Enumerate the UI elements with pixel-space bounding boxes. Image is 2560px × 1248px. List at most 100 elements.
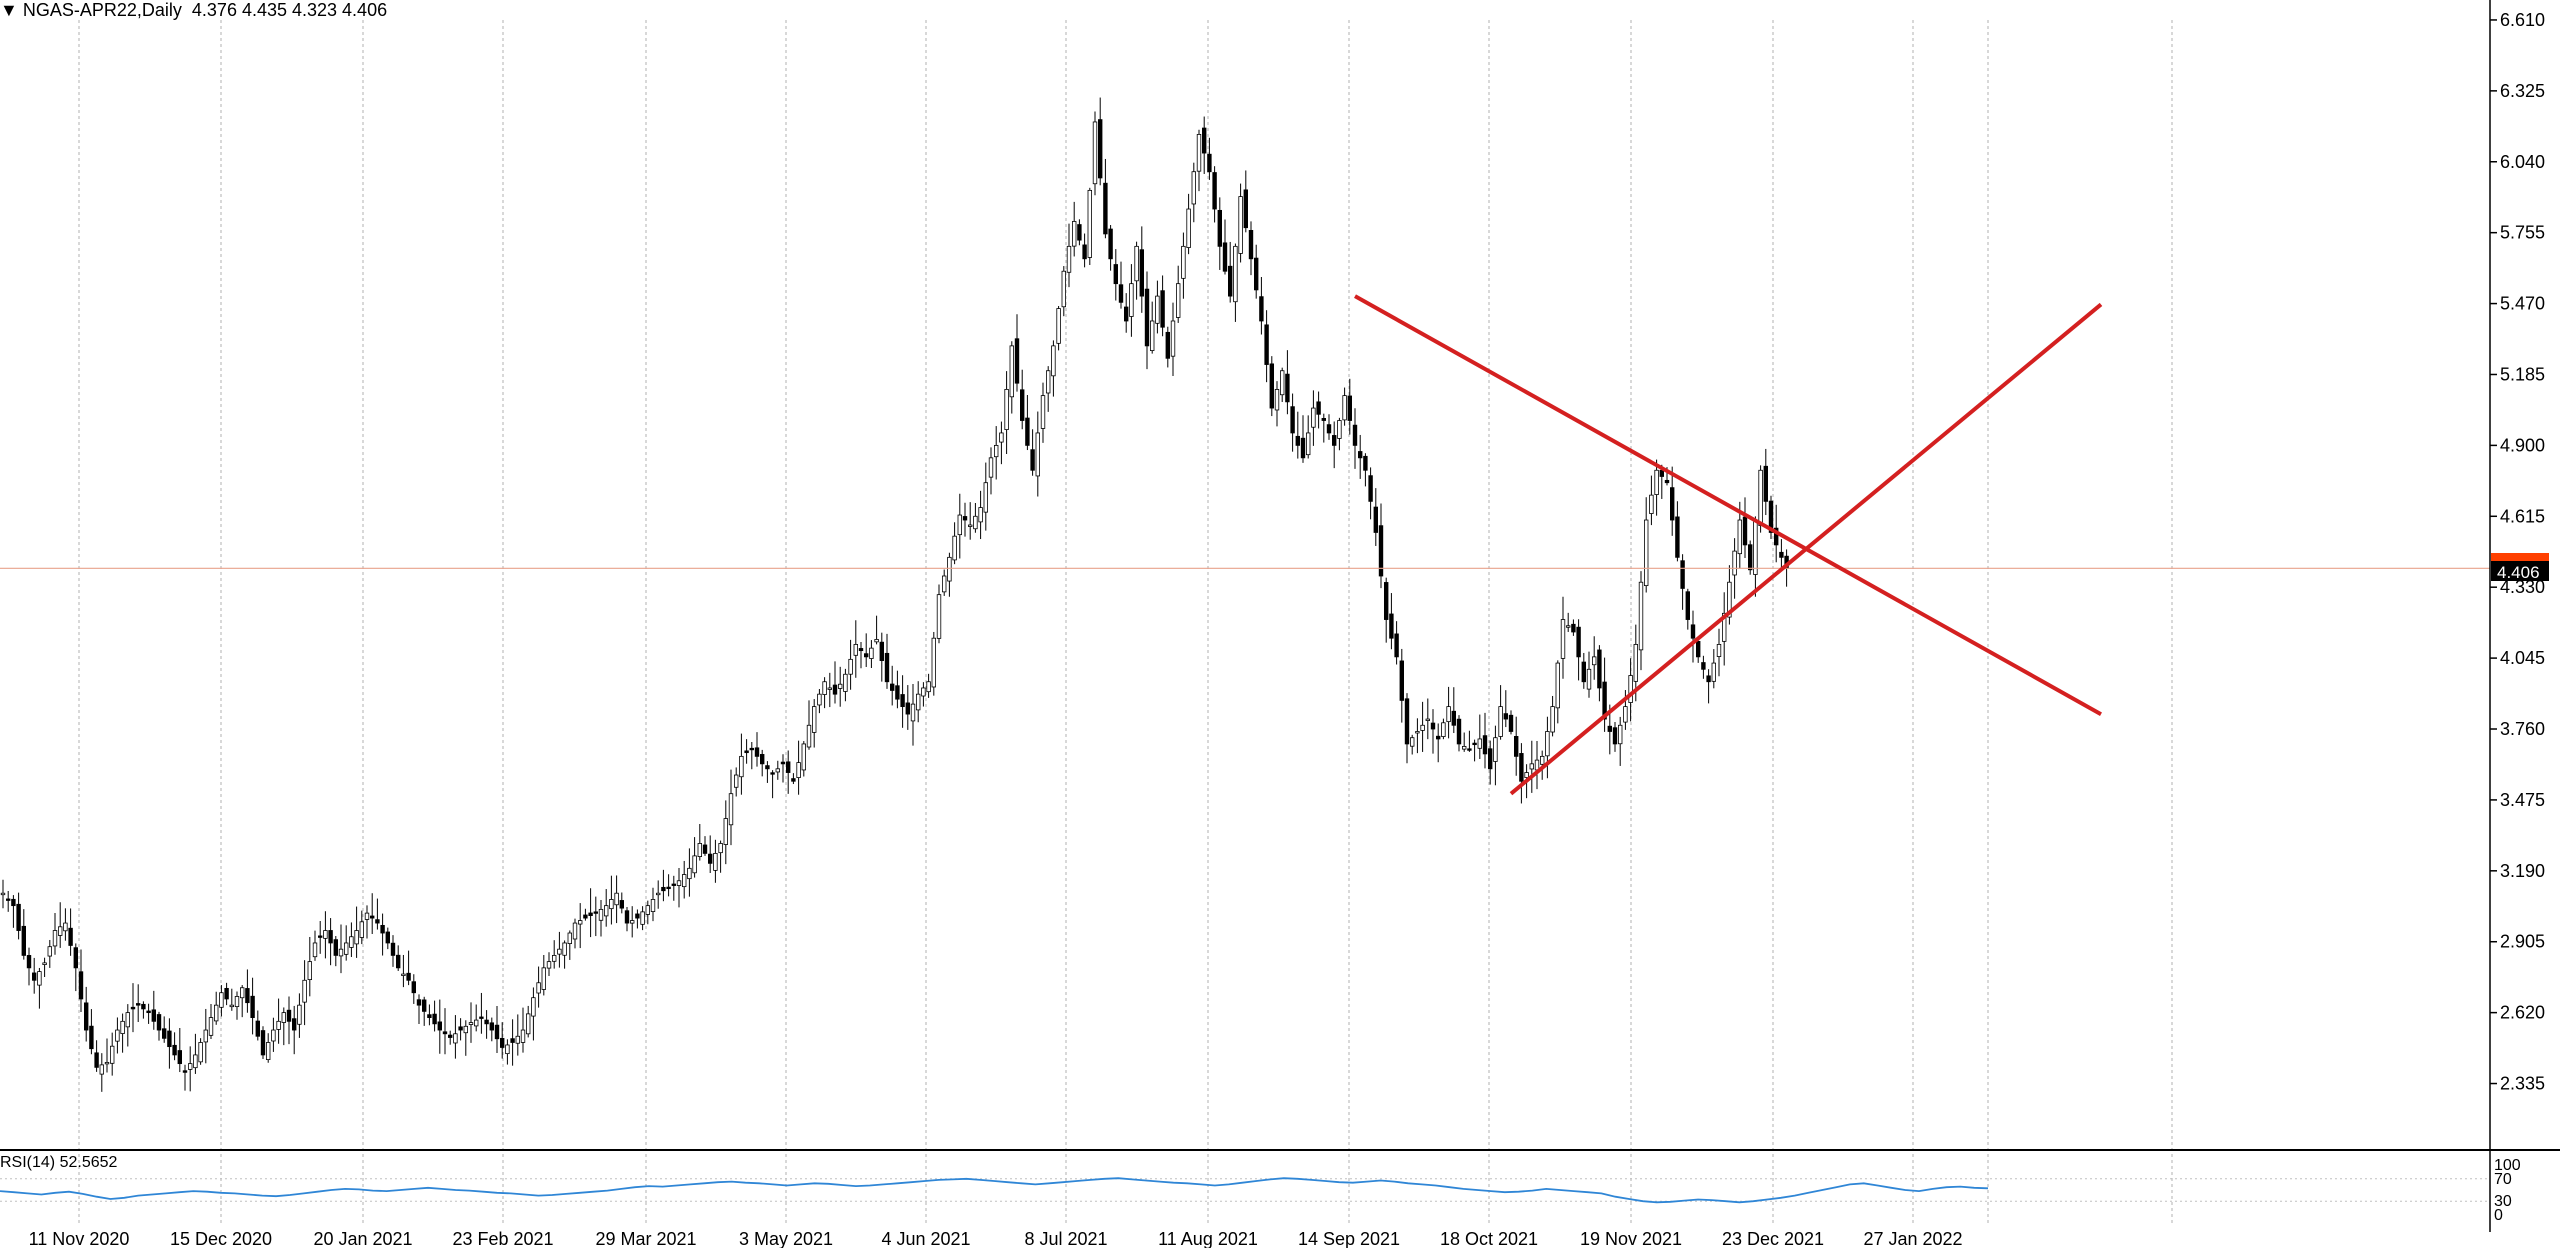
candle (1238, 183, 1243, 263)
candle (484, 1010, 489, 1039)
candle (245, 969, 250, 1013)
candle (84, 986, 89, 1042)
candle (1347, 378, 1352, 435)
candle (1243, 170, 1248, 233)
candle (1654, 459, 1659, 516)
candle (801, 741, 806, 777)
candle (1176, 265, 1181, 323)
candle (1326, 414, 1332, 440)
candle (1451, 687, 1456, 734)
price-tick-label: 6.610 (2500, 10, 2545, 30)
candle (380, 913, 385, 956)
candle (224, 982, 229, 1006)
candle (921, 682, 926, 707)
candle (1779, 539, 1784, 569)
candle (957, 493, 962, 559)
candle (1404, 693, 1410, 764)
candle (942, 569, 947, 596)
price-tick-label: 6.040 (2500, 152, 2545, 172)
candle (271, 1017, 276, 1052)
candle (1467, 730, 1472, 752)
candle (1753, 516, 1758, 597)
candle (936, 584, 942, 644)
date-tick-label: 23 Feb 2021 (452, 1229, 553, 1248)
date-tick-label: 23 Dec 2021 (1722, 1229, 1824, 1248)
price-tick-label: 4.615 (2500, 506, 2545, 526)
symbol-menu-icon[interactable]: ▼ (0, 0, 18, 20)
price-tick-label: 2.905 (2500, 932, 2545, 952)
candle (1462, 732, 1467, 752)
candle (526, 1005, 531, 1038)
candle (297, 993, 302, 1038)
candle (1368, 467, 1373, 520)
candle (853, 620, 858, 678)
candle (848, 639, 853, 690)
date-tick-label: 11 Aug 2021 (1158, 1229, 1258, 1248)
candle (1311, 390, 1316, 446)
candle (900, 675, 905, 728)
candle (1514, 716, 1519, 776)
candle (931, 631, 936, 696)
candle (812, 699, 817, 748)
candle (156, 1011, 162, 1041)
candle (661, 869, 666, 902)
candle (437, 999, 442, 1054)
candle (1488, 740, 1493, 785)
vertical-grid (78, 20, 2173, 1225)
candle (1285, 350, 1290, 415)
candle (1503, 690, 1508, 728)
current-price-tag: 4.406 (2491, 553, 2549, 582)
candle (63, 908, 68, 941)
candle (1410, 734, 1415, 755)
candle (962, 502, 968, 537)
candle (988, 447, 994, 495)
price-tick-label: 5.470 (2500, 294, 2545, 314)
candle (1399, 648, 1404, 723)
candle (161, 1016, 167, 1043)
price-tick-label: 2.620 (2500, 1003, 2545, 1023)
candle (619, 892, 624, 914)
candle (697, 824, 702, 861)
candle (869, 640, 874, 668)
candle (895, 670, 900, 709)
candle (1742, 497, 1748, 559)
date-tick-label: 29 Mar 2021 (595, 1229, 696, 1248)
candle (47, 939, 52, 968)
candle (1212, 166, 1217, 223)
candle (536, 966, 541, 1008)
candle (1316, 391, 1321, 429)
price-tick-label: 3.475 (2500, 790, 2545, 810)
candle (786, 750, 791, 794)
candle (250, 977, 255, 1035)
candle (1358, 434, 1363, 479)
rsi-tick-label: 0 (2494, 1207, 2503, 1224)
candle (754, 732, 760, 767)
candle (323, 911, 328, 959)
rsi-label: RSI(14) 52.5652 (0, 1154, 118, 1171)
candle (552, 940, 557, 969)
candle (1597, 645, 1602, 702)
candle (385, 927, 390, 950)
candle (1134, 241, 1139, 300)
candle (1035, 411, 1040, 497)
candle (307, 936, 312, 997)
candle (1030, 429, 1035, 476)
candle (1082, 233, 1087, 268)
candle (213, 991, 219, 1025)
candle (1675, 501, 1680, 562)
candle (265, 1033, 271, 1063)
candle (749, 742, 754, 770)
candle (1118, 261, 1124, 309)
candle (42, 957, 47, 977)
price-tick-label: 5.185 (2500, 364, 2545, 384)
candle (1233, 243, 1238, 322)
candle (879, 632, 884, 682)
candle (656, 880, 661, 909)
candle (1425, 698, 1430, 740)
candle (1618, 716, 1623, 766)
candle (317, 920, 323, 954)
candle (1722, 592, 1727, 666)
candle (1124, 293, 1129, 333)
